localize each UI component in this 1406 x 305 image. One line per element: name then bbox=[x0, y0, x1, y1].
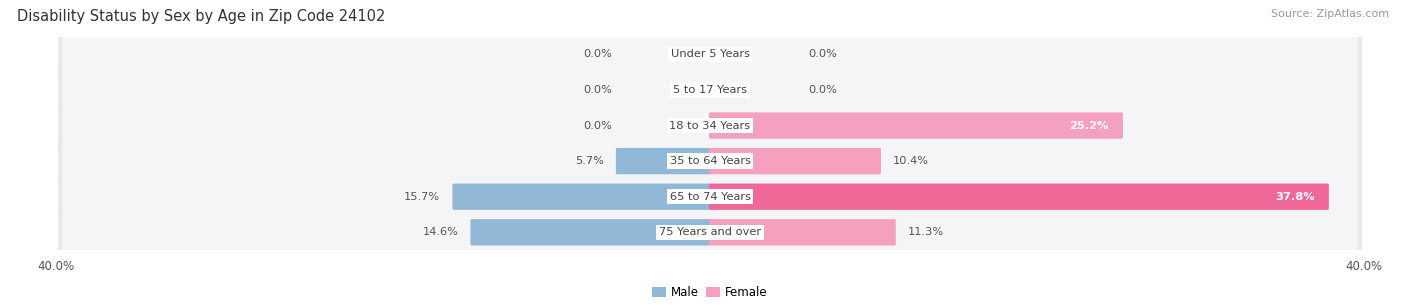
Text: Source: ZipAtlas.com: Source: ZipAtlas.com bbox=[1271, 9, 1389, 19]
Text: 0.0%: 0.0% bbox=[808, 85, 837, 95]
Text: 0.0%: 0.0% bbox=[583, 49, 612, 59]
Text: 0.0%: 0.0% bbox=[808, 49, 837, 59]
FancyBboxPatch shape bbox=[58, 175, 1362, 219]
Text: 37.8%: 37.8% bbox=[1275, 192, 1315, 202]
Text: 75 Years and over: 75 Years and over bbox=[659, 227, 761, 237]
FancyBboxPatch shape bbox=[62, 70, 1358, 109]
FancyBboxPatch shape bbox=[709, 184, 1329, 210]
Text: 0.0%: 0.0% bbox=[583, 120, 612, 131]
Text: 65 to 74 Years: 65 to 74 Years bbox=[669, 192, 751, 202]
Text: 5.7%: 5.7% bbox=[575, 156, 603, 166]
FancyBboxPatch shape bbox=[62, 35, 1358, 74]
FancyBboxPatch shape bbox=[62, 106, 1358, 145]
FancyBboxPatch shape bbox=[62, 177, 1358, 216]
Text: 14.6%: 14.6% bbox=[422, 227, 458, 237]
FancyBboxPatch shape bbox=[616, 148, 711, 174]
Text: 35 to 64 Years: 35 to 64 Years bbox=[669, 156, 751, 166]
Text: 25.2%: 25.2% bbox=[1070, 120, 1109, 131]
FancyBboxPatch shape bbox=[58, 103, 1362, 148]
FancyBboxPatch shape bbox=[58, 68, 1362, 112]
FancyBboxPatch shape bbox=[62, 213, 1358, 252]
Text: Under 5 Years: Under 5 Years bbox=[671, 49, 749, 59]
Text: 5 to 17 Years: 5 to 17 Years bbox=[673, 85, 747, 95]
FancyBboxPatch shape bbox=[58, 32, 1362, 77]
FancyBboxPatch shape bbox=[58, 210, 1362, 254]
Text: 15.7%: 15.7% bbox=[404, 192, 440, 202]
Text: 18 to 34 Years: 18 to 34 Years bbox=[669, 120, 751, 131]
FancyBboxPatch shape bbox=[471, 219, 711, 246]
FancyBboxPatch shape bbox=[709, 219, 896, 246]
Text: Disability Status by Sex by Age in Zip Code 24102: Disability Status by Sex by Age in Zip C… bbox=[17, 9, 385, 24]
FancyBboxPatch shape bbox=[62, 142, 1358, 181]
Text: 11.3%: 11.3% bbox=[908, 227, 943, 237]
FancyBboxPatch shape bbox=[709, 148, 882, 174]
Text: 0.0%: 0.0% bbox=[583, 85, 612, 95]
Legend: Male, Female: Male, Female bbox=[648, 282, 772, 304]
Text: 10.4%: 10.4% bbox=[893, 156, 929, 166]
FancyBboxPatch shape bbox=[453, 184, 711, 210]
FancyBboxPatch shape bbox=[58, 139, 1362, 183]
FancyBboxPatch shape bbox=[709, 112, 1123, 139]
